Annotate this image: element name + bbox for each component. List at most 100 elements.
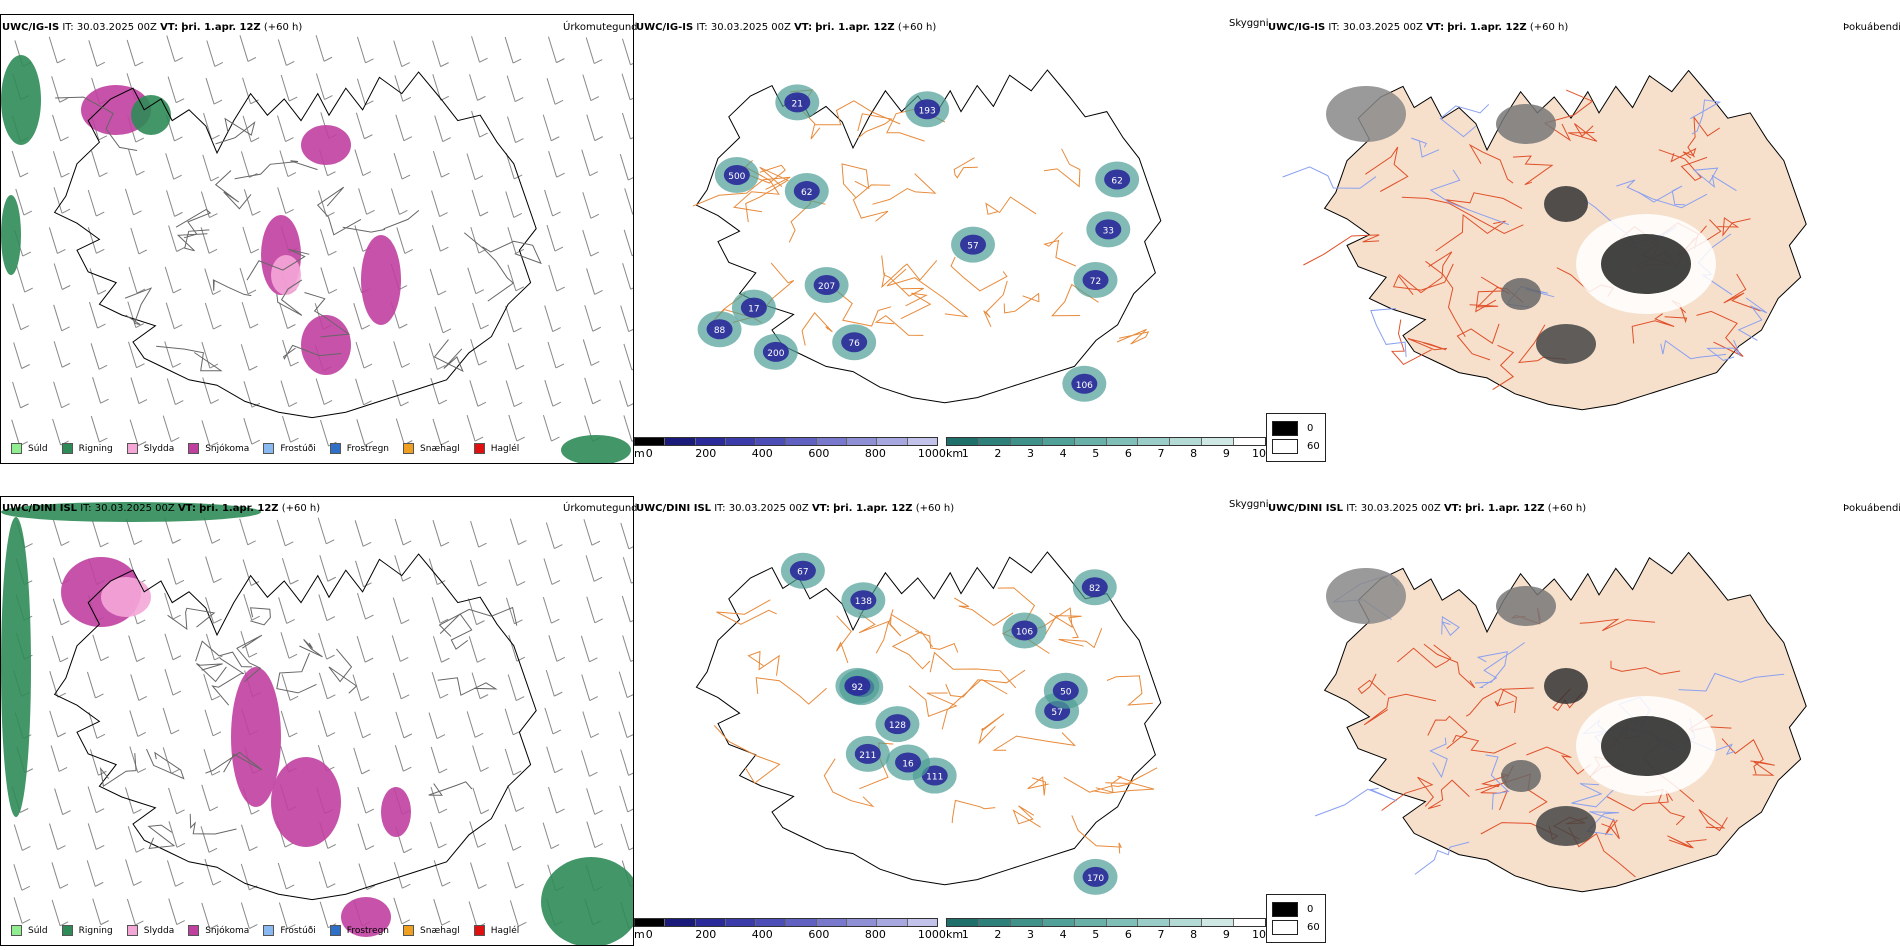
wind-barb-icon <box>468 636 486 663</box>
wind-barb-icon <box>320 267 338 294</box>
wind-barb-icon <box>428 712 446 740</box>
road-line <box>1456 323 1500 361</box>
road-line <box>1044 615 1082 639</box>
wind-barb-icon <box>352 674 370 702</box>
legend-label: Slydda <box>143 443 175 454</box>
wind-barb-icon <box>542 114 560 142</box>
colorbar-tick: 2 <box>994 928 1002 941</box>
road-line <box>823 758 875 808</box>
road-line <box>1027 776 1049 796</box>
fog-index-area <box>1536 806 1596 846</box>
colorbar-cell <box>816 919 848 926</box>
it-value: 30.03.2025 00Z <box>1360 503 1441 514</box>
cloudbase-area <box>1082 270 1109 291</box>
colorbar-cell <box>1170 438 1203 445</box>
wind-barb-icon <box>430 821 447 849</box>
cloudbase-area <box>1071 373 1098 394</box>
road-line <box>1706 339 1741 362</box>
road-line <box>1381 776 1434 811</box>
legend-swatch <box>188 925 200 936</box>
wind-barb-icon <box>13 864 31 891</box>
wind-barb-icon <box>507 785 525 812</box>
it-label: IT: <box>62 22 74 33</box>
fog-legend-item: 0 <box>1272 421 1320 436</box>
colorbar-tick: 400 <box>751 447 773 460</box>
wind-barb-icon <box>504 824 522 851</box>
cloud-map-row2[interactable]: 106128138675021119221117016575082 <box>634 496 1266 946</box>
road-line <box>1423 643 1476 689</box>
wind-barb-icon <box>433 899 450 926</box>
wind-barb-icon <box>431 672 449 699</box>
wind-barb-icon <box>164 592 181 620</box>
road-line <box>1414 841 1470 875</box>
wind-barb-icon <box>542 822 560 850</box>
precip-legend-item: Súld <box>11 925 48 936</box>
wind-barb-icon <box>89 268 107 295</box>
legend-label: Frostúði <box>280 925 316 936</box>
wind-barb-icon <box>507 861 524 889</box>
wind-barb-icon <box>318 632 335 660</box>
wind-barb-icon <box>548 264 565 292</box>
road-line <box>234 160 318 180</box>
precip-area <box>101 577 151 617</box>
road-line <box>857 113 893 139</box>
wind-barb-icon <box>92 520 109 548</box>
precip-area <box>301 315 351 375</box>
wind-barb-icon <box>240 151 258 178</box>
visibility-colorbar-row1: km 1 2 3 4 5 6 7 8 9 10 <box>946 437 1266 460</box>
colorbar-cell <box>725 438 757 445</box>
wind-barb-icon <box>547 341 565 369</box>
legend-label: Frostregn <box>346 443 390 454</box>
vt-value: þri. 1.apr. 12Z <box>199 503 279 514</box>
colorbar-cell <box>1042 438 1075 445</box>
colorbar-cell <box>695 919 726 926</box>
it-value: 30.03.2025 00Z <box>94 503 175 514</box>
road-line <box>433 339 464 373</box>
precip-map-row2[interactable] <box>1 497 633 945</box>
wind-barb-icon <box>619 380 633 407</box>
colorbar-cell <box>1106 919 1139 926</box>
road-line <box>316 186 362 236</box>
wind-barb-icon <box>279 150 297 177</box>
fog-map-row1[interactable] <box>1266 14 1900 464</box>
colorbar-tick: 4 <box>1059 447 1067 460</box>
fog-legend-label: 60 <box>1307 441 1320 452</box>
wind-barb-icon <box>11 150 29 178</box>
road-line <box>951 799 996 824</box>
road-line <box>276 279 303 316</box>
cloudbase-value-label: 128 <box>889 721 906 731</box>
fog-map-row2[interactable] <box>1266 496 1900 946</box>
wind-barb-icon <box>623 229 633 257</box>
vt-value: þri. 1.apr. 12Z <box>1447 22 1527 33</box>
road-line <box>1003 292 1040 314</box>
legend-swatch <box>263 925 275 936</box>
wind-barb-icon <box>240 863 258 891</box>
precip-legend-item: Snjókoma <box>188 443 249 454</box>
vt-value: þri. 1.apr. 12Z <box>815 22 895 33</box>
road-line <box>439 613 473 650</box>
precip-map-row1[interactable] <box>1 15 633 463</box>
land-area <box>1323 551 1807 893</box>
wind-barb-icon <box>319 229 337 256</box>
wind-barb-icon <box>466 711 484 738</box>
road-line <box>175 208 212 239</box>
wind-barb-icon <box>90 415 108 443</box>
wind-barb-icon <box>130 674 147 701</box>
road-line <box>1478 642 1525 688</box>
legend-swatch <box>61 443 73 454</box>
precip-type-label-row1: Úrkomutegund <box>563 22 638 33</box>
wind-barb-icon <box>166 378 184 405</box>
legend-label: Haglél <box>490 925 520 936</box>
wind-barb-icon <box>202 154 220 182</box>
colorbar-cell <box>877 438 908 445</box>
wind-barb-icon <box>315 35 333 62</box>
fog-legend-swatch <box>1272 902 1298 917</box>
visibility-label-row2: Skyggni <box>1229 499 1269 510</box>
colorbar-cell <box>978 919 1011 926</box>
legend-label: Súld <box>28 925 48 936</box>
legend-swatch <box>263 443 275 454</box>
colorbar-tick: 2 <box>994 447 1002 460</box>
road-line <box>276 652 317 694</box>
cloudbase-area <box>740 297 767 318</box>
